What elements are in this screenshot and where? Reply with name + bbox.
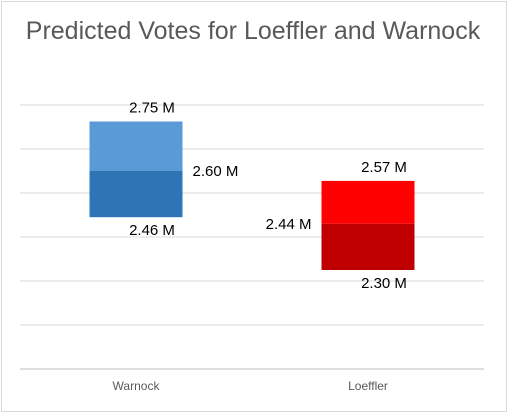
- bar-upper-loeffler: [321, 180, 415, 224]
- data-label-high-warnock: 2.75 M: [129, 100, 175, 117]
- data-label-high-loeffler: 2.57 M: [361, 159, 407, 176]
- data-label-low-loeffler: 2.30 M: [361, 275, 407, 292]
- data-label-mid-warnock: 2.60 M: [193, 163, 239, 180]
- x-tick-label-warnock: Warnock: [113, 379, 161, 393]
- bar-lower-warnock: [89, 171, 183, 218]
- data-label-low-warnock: 2.46 M: [129, 222, 175, 239]
- bar-lower-loeffler: [321, 223, 415, 270]
- data-label-mid-loeffler: 2.44 M: [266, 216, 312, 233]
- x-tick-label-loeffler: Loeffler: [348, 379, 388, 393]
- bar-upper-warnock: [89, 121, 183, 171]
- chart-title: Predicted Votes for Loeffler and Warnock: [25, 17, 481, 45]
